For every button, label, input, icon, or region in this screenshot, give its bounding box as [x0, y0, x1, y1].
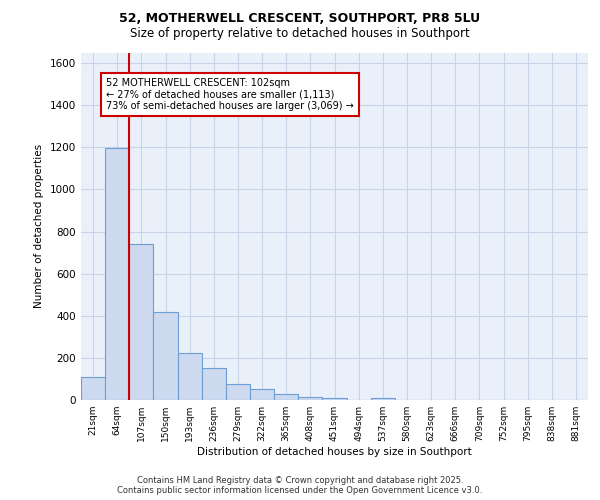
Text: 52, MOTHERWELL CRESCENT, SOUTHPORT, PR8 5LU: 52, MOTHERWELL CRESCENT, SOUTHPORT, PR8 …: [119, 12, 481, 26]
Y-axis label: Number of detached properties: Number of detached properties: [34, 144, 44, 308]
Bar: [178, 352, 202, 400]
Bar: [154, 312, 178, 400]
Bar: [129, 244, 154, 400]
Text: Contains HM Land Registry data © Crown copyright and database right 2025.
Contai: Contains HM Land Registry data © Crown c…: [118, 476, 482, 495]
Text: Size of property relative to detached houses in Southport: Size of property relative to detached ho…: [130, 28, 470, 40]
Bar: [322, 398, 347, 400]
Bar: [250, 390, 274, 400]
Bar: [202, 368, 226, 400]
Bar: [371, 398, 395, 400]
Bar: [274, 394, 298, 400]
Bar: [81, 377, 105, 400]
Bar: [226, 384, 250, 400]
Text: 52 MOTHERWELL CRESCENT: 102sqm
← 27% of detached houses are smaller (1,113)
73% : 52 MOTHERWELL CRESCENT: 102sqm ← 27% of …: [106, 78, 354, 111]
X-axis label: Distribution of detached houses by size in Southport: Distribution of detached houses by size …: [197, 447, 472, 457]
Bar: [105, 148, 129, 400]
Bar: [298, 397, 322, 400]
